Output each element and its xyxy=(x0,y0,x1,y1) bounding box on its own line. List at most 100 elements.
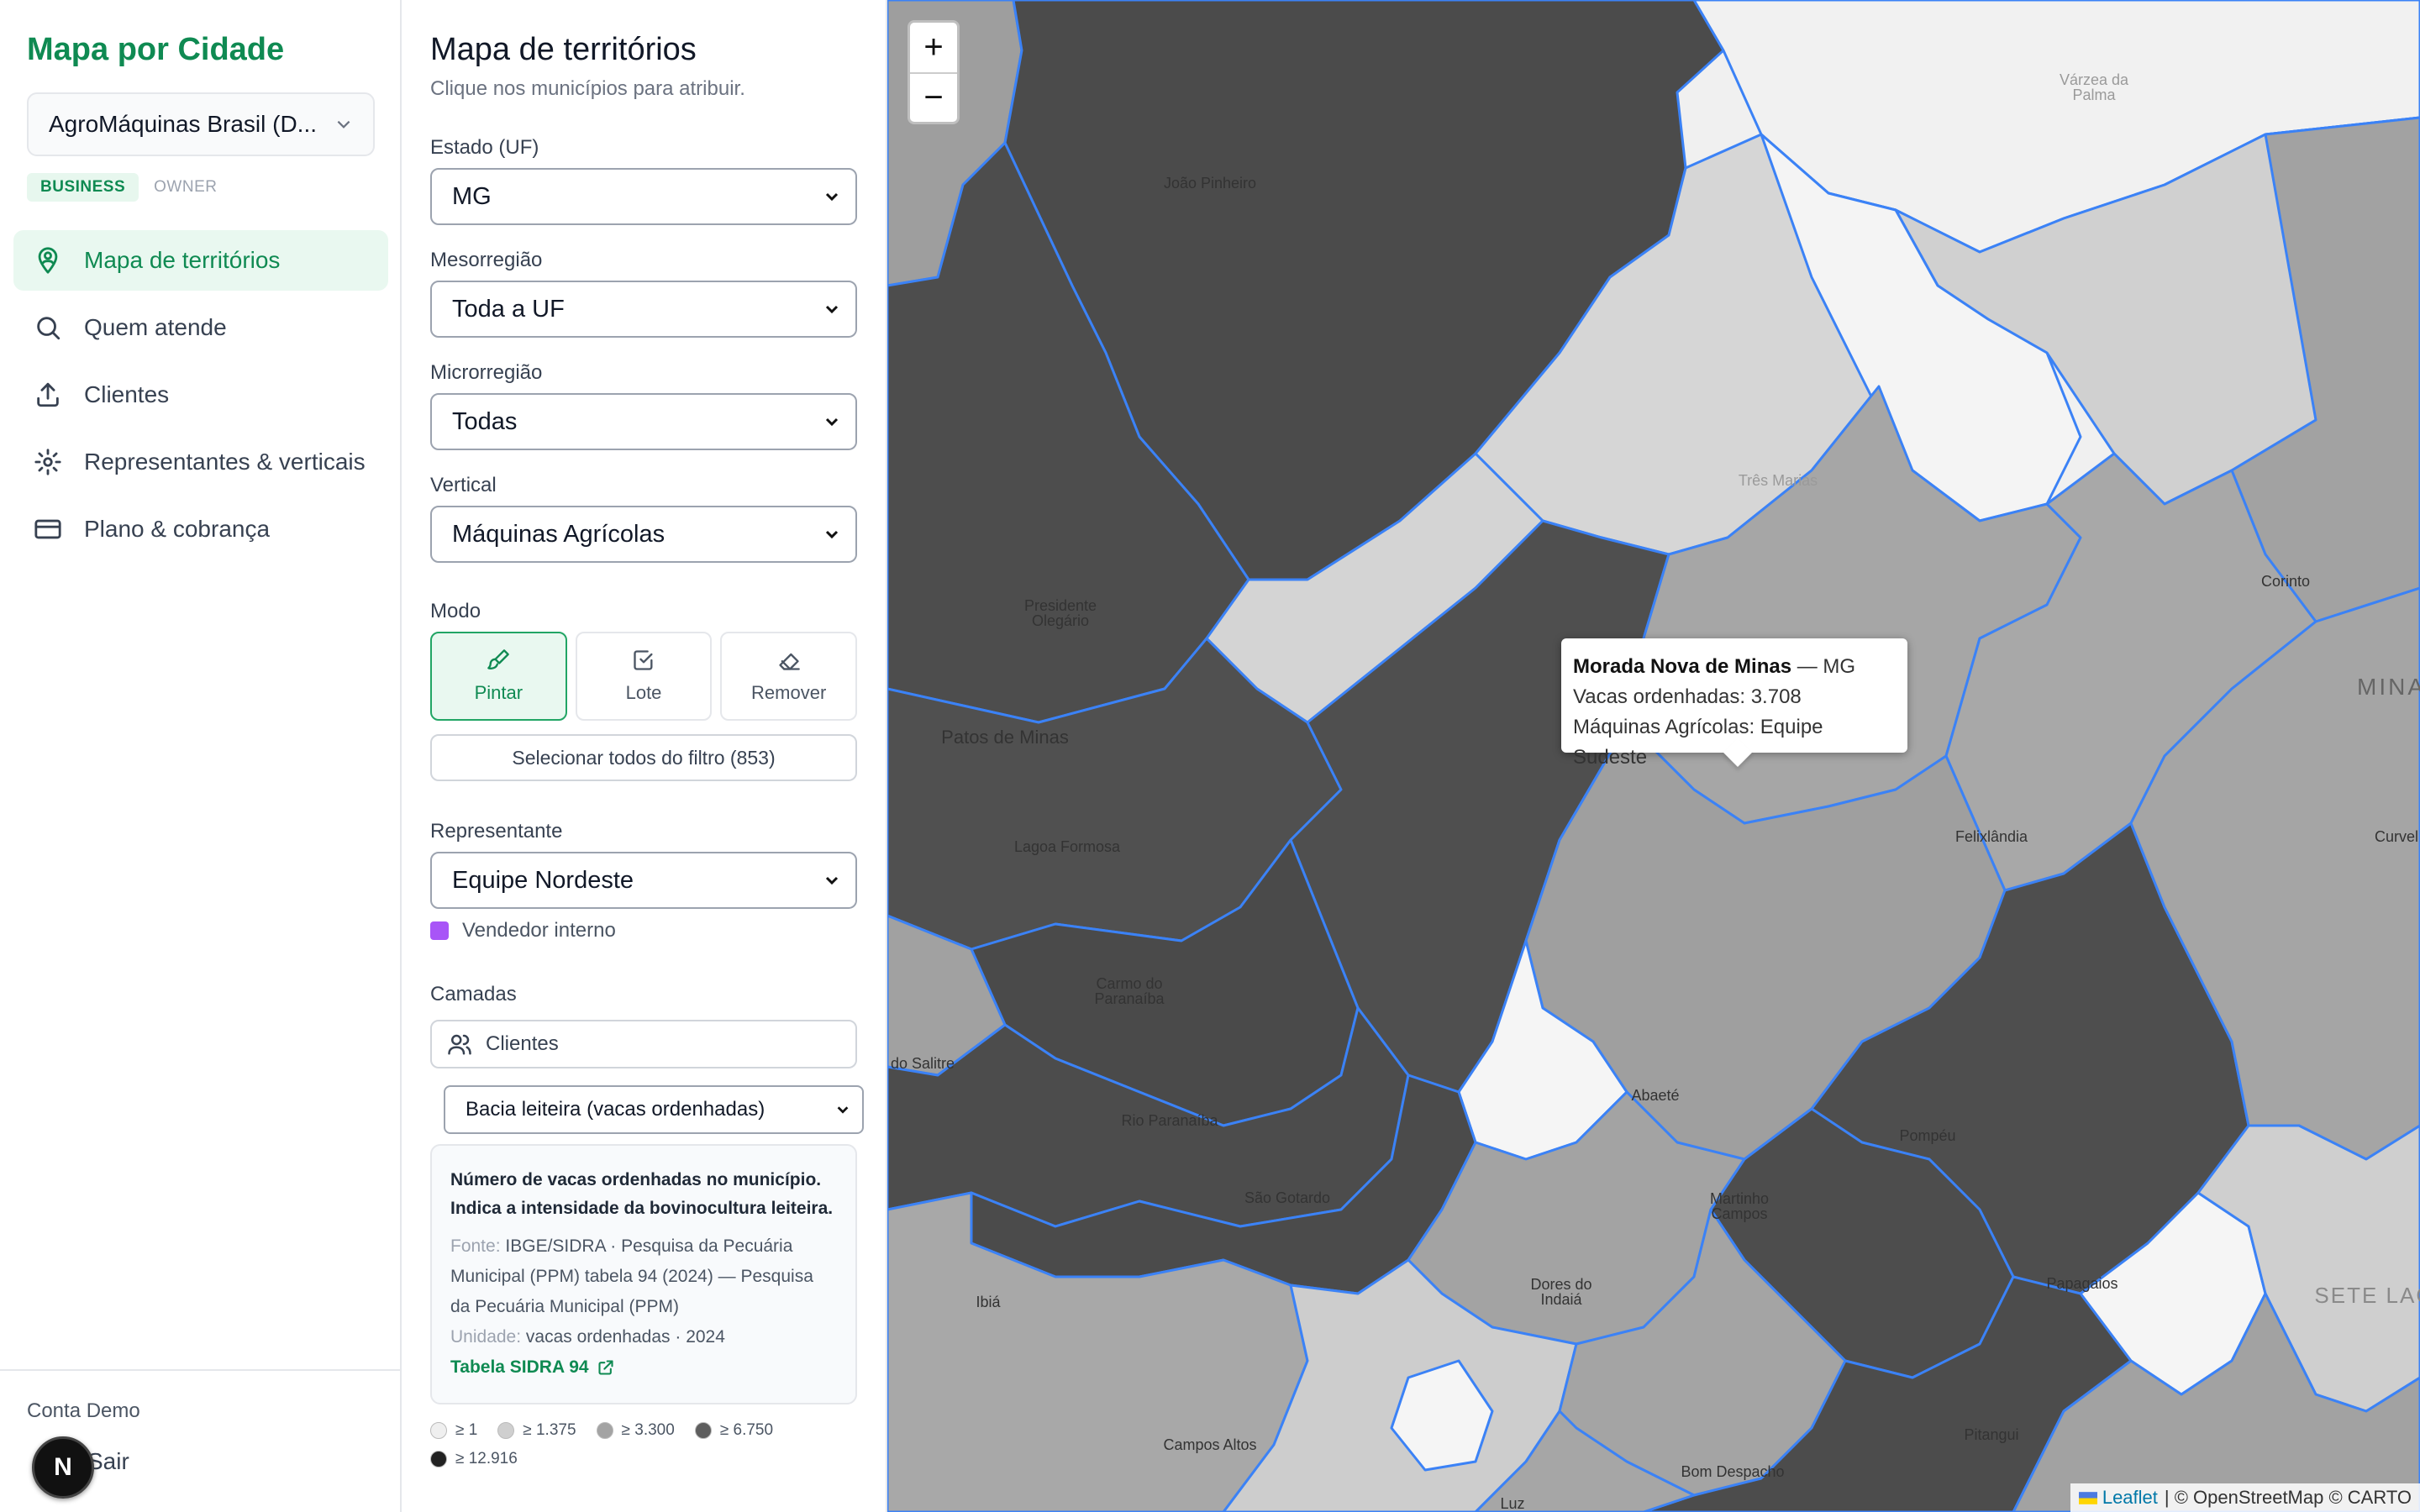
role-badges: BUSINESS OWNER xyxy=(27,173,220,202)
choropleth-legend: ≥ 1 ≥ 1.375 ≥ 3.300 ≥ 6.750 ≥ 12.916 xyxy=(430,1421,867,1468)
chevron-down-icon xyxy=(825,417,839,427)
external-link-icon xyxy=(598,1360,613,1375)
owner-badge: OWNER xyxy=(154,178,218,196)
mode-buttons: Pintar Lote Remover xyxy=(430,632,858,721)
nav-label: Representantes & verticais xyxy=(84,449,366,475)
map-label-luz: Luz xyxy=(1500,1495,1525,1512)
sidebar-footer: Conta Demo Sair N xyxy=(0,1369,400,1512)
leaflet-link[interactable]: Leaflet xyxy=(2102,1487,2158,1508)
source-value: IBGE/SIDRA · Pesquisa da Pecuária Munici… xyxy=(450,1236,813,1316)
user-name: Conta Demo xyxy=(27,1399,140,1422)
territory-map[interactable]: João Pinheiro Várzea da Palma Três Maria… xyxy=(887,0,2420,1512)
state-select[interactable]: MG xyxy=(430,168,857,225)
sidra-link-label: Tabela SIDRA 94 xyxy=(450,1357,589,1377)
upload-icon xyxy=(37,382,59,407)
select-all-button[interactable]: Selecionar todos do filtro (853) xyxy=(430,734,857,781)
microregion-select[interactable]: Todas xyxy=(430,393,857,450)
clients-layer-label: Clientes xyxy=(486,1032,559,1055)
map-label-pitangui: Pitangui xyxy=(1964,1426,2019,1443)
sidebar-nav: Mapa de territórios Quem atende Clientes… xyxy=(13,230,388,566)
map-label-curvelo: Curvel xyxy=(2374,828,2419,845)
legend-item: ≥ 12.916 xyxy=(430,1450,518,1468)
map-attribution: Leaflet | © OpenStreetMap © CARTO xyxy=(2070,1483,2420,1512)
map-label-felixlandia: Felixlândia xyxy=(1954,828,2028,845)
nav-item-clients[interactable]: Clientes xyxy=(13,365,388,425)
representative-color-swatch xyxy=(430,921,449,940)
legend-dot xyxy=(497,1422,515,1439)
representative-legend-label: Vendedor interno xyxy=(462,919,616,942)
map-label-rio-paranaiba: Rio Paranaíba xyxy=(1121,1112,1218,1129)
tooltip-title: Morada Nova de Minas — MG xyxy=(1573,652,1896,682)
paintbrush-icon xyxy=(487,649,510,669)
layer-source: Fonte: IBGE/SIDRA · Pesquisa da Pecuária… xyxy=(450,1231,837,1322)
map-label-joao-pinheiro: João Pinheiro xyxy=(1163,175,1257,192)
mesoregion-value: Toda a UF xyxy=(452,295,565,323)
vertical-select[interactable]: Máquinas Agrícolas xyxy=(430,506,857,563)
map-label-lagoa-formosa: Lagoa Formosa xyxy=(1013,838,1121,855)
vertical-value: Máquinas Agrícolas xyxy=(452,520,666,548)
nav-item-billing[interactable]: Plano & cobrança xyxy=(13,499,388,559)
nav-item-representatives[interactable]: Representantes & verticais xyxy=(13,432,388,492)
batch-mode-label: Lote xyxy=(625,682,662,703)
unit-value: vacas ordenhadas · 2024 xyxy=(525,1327,725,1347)
unit-key: Unidade: xyxy=(450,1327,522,1347)
legend-label: ≥ 12.916 xyxy=(455,1450,518,1467)
tooltip-cows: Vacas ordenhadas: 3.708 xyxy=(1573,685,1802,708)
business-badge: BUSINESS xyxy=(27,173,139,202)
map-label-dores-do-indaia: Dores do Indaiá xyxy=(1530,1276,1592,1308)
legend-item: ≥ 1 xyxy=(430,1421,477,1440)
zoom-in-button[interactable]: + xyxy=(923,29,944,66)
legend-item: ≥ 1.375 xyxy=(497,1421,576,1440)
microregion-value: Todas xyxy=(452,407,518,435)
map-label-martinho-campos: Martinho Campos xyxy=(1709,1190,1770,1222)
layer-description: Número de vacas ordenhadas no município.… xyxy=(450,1170,834,1218)
gear-icon xyxy=(34,449,61,475)
legend-label: ≥ 3.300 xyxy=(621,1421,675,1439)
sidra-table-link[interactable]: Tabela SIDRA 94 xyxy=(450,1357,837,1378)
map-label-minas: MINA xyxy=(2357,674,2420,700)
tooltip-assignment: Máquinas Agrícolas: Equipe Sudeste xyxy=(1573,716,1823,769)
map-label-patos-de-minas: Patos de Minas xyxy=(941,727,1069,748)
clients-layer-toggle[interactable]: Clientes xyxy=(430,1020,857,1068)
panel-title: Mapa de territórios xyxy=(430,32,697,67)
account-name: AgroMáquinas Brasil (D... xyxy=(49,111,318,137)
map-label-sete-lagoas: SETE LAG xyxy=(2314,1283,2420,1308)
tooltip-state: — MG xyxy=(1791,655,1856,678)
representative-value: Equipe Nordeste xyxy=(452,866,634,894)
map-label-papagaios: Papagaios xyxy=(2046,1275,2118,1292)
remove-mode-label: Remover xyxy=(751,682,827,703)
data-layer-select[interactable]: Bacia leiteira (vacas ordenhadas) xyxy=(444,1085,864,1134)
map-label-presidente-olegario: Presidente Olegário xyxy=(1023,597,1097,629)
representative-select[interactable]: Equipe Nordeste xyxy=(430,852,857,909)
nav-item-who-serves[interactable]: Quem atende xyxy=(13,297,388,358)
chevron-down-icon xyxy=(825,192,839,202)
municipality-polygons[interactable] xyxy=(887,0,2420,1512)
municipality-tooltip: Morada Nova de Minas — MG Vacas ordenhad… xyxy=(1561,638,1907,769)
map-pin-user-icon xyxy=(38,247,58,274)
users-icon xyxy=(448,1034,471,1055)
map-label-bom-despacho: Bom Despacho xyxy=(1681,1463,1785,1480)
dev-tools-avatar[interactable]: N xyxy=(32,1436,94,1499)
map-label-sao-gotardo: São Gotardo xyxy=(1244,1189,1331,1206)
ukraine-flag-icon xyxy=(2078,1491,2097,1504)
logout-button[interactable]: Sair xyxy=(87,1448,129,1474)
filter-panel: Mapa de territórios Clique nos município… xyxy=(403,0,887,1512)
paint-mode-button[interactable]: Pintar xyxy=(430,632,567,721)
batch-mode-button[interactable]: Lote xyxy=(575,632,713,721)
zoom-out-button[interactable]: − xyxy=(910,72,957,122)
chevron-down-icon xyxy=(337,120,350,129)
map-label-abaete: Abaeté xyxy=(1631,1087,1680,1104)
nav-label: Clientes xyxy=(84,381,170,407)
chevron-down-icon xyxy=(825,530,839,539)
nav-item-territory-map[interactable]: Mapa de territórios xyxy=(13,230,388,291)
legend-dot xyxy=(430,1451,447,1467)
attribution-text: | © OpenStreetMap © CARTO xyxy=(2164,1487,2412,1508)
mesoregion-select[interactable]: Toda a UF xyxy=(430,281,857,338)
remove-mode-button[interactable]: Remover xyxy=(720,632,858,721)
account-selector[interactable]: AgroMáquinas Brasil (D... xyxy=(27,92,375,156)
tooltip-city: Morada Nova de Minas xyxy=(1573,655,1792,678)
nav-label: Quem atende xyxy=(84,314,227,340)
microregion-label: Microrregião xyxy=(430,361,543,384)
map-label-corinto: Corinto xyxy=(2260,573,2311,590)
chevron-down-icon xyxy=(825,876,839,885)
